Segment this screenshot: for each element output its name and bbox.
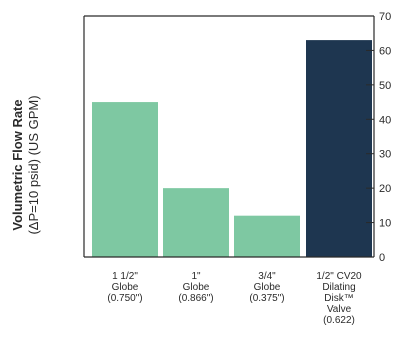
y-tick-label: 20 xyxy=(379,183,391,195)
y-tick-label: 0 xyxy=(379,252,385,264)
x-category-label: 1/2" CV20 Dilating Disk™ Valve (0.622) xyxy=(316,271,362,326)
y-tick-label: 40 xyxy=(379,114,391,126)
y-tick-label: 60 xyxy=(379,45,391,57)
bars xyxy=(92,40,372,257)
plot-frame xyxy=(83,15,375,258)
bar xyxy=(92,102,158,257)
y-tick-label: 50 xyxy=(379,80,391,92)
y-tick-label: 30 xyxy=(379,149,391,161)
bar xyxy=(306,40,372,257)
bar xyxy=(234,215,300,257)
x-category-label: 3/4" Globe (0.375") xyxy=(249,271,284,304)
bar xyxy=(163,188,229,257)
x-axis-category-labels: 1 1/2" Globe (0.750") 1" Globe (0.866") 3/4" Gl… xyxy=(107,271,362,326)
y-axis-ticks: 0 10 20 30 40 50 60 70 xyxy=(366,11,391,264)
y-axis-label: Volumetric Flow Rate (ΔP=10 psid) (US GP… xyxy=(10,95,41,234)
y-tick-label: 70 xyxy=(379,11,391,23)
x-category-label: 1 1/2" Globe (0.750") xyxy=(107,271,142,304)
y-axis-title: Volumetric Flow Rate xyxy=(10,99,25,230)
y-tick-label: 10 xyxy=(379,218,391,230)
y-axis-subtitle: (ΔP=10 psid) (US GPM) xyxy=(26,95,41,234)
x-category-label: 1" Globe (0.866") xyxy=(178,271,213,304)
